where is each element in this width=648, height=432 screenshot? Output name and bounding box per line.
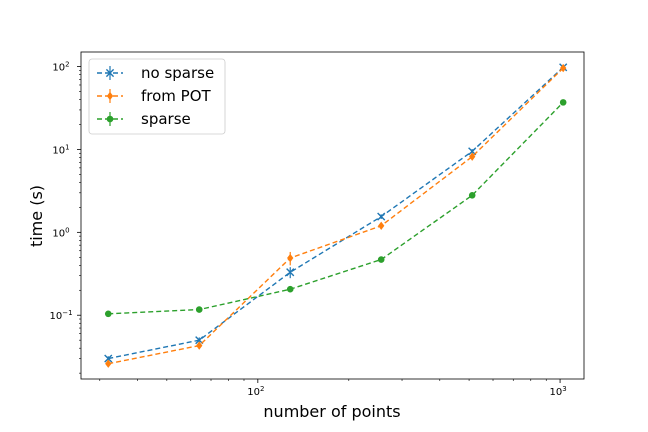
legend-label: from POT	[141, 87, 212, 105]
legend-box	[88, 58, 226, 135]
y-tick-exponent: 2	[65, 61, 69, 69]
data-point	[287, 253, 294, 263]
series-line	[108, 66, 564, 360]
data-point	[104, 354, 113, 363]
series-from-pot	[105, 63, 567, 368]
y-tick-label: 100	[52, 226, 69, 239]
y-tick-label: 101	[52, 143, 69, 156]
data-point	[286, 285, 294, 293]
data-point	[378, 221, 385, 230]
y-tick-exponent: 0	[65, 226, 69, 234]
legend: no sparse from POT sparse	[88, 58, 226, 135]
x-axis-label: number of points	[263, 402, 400, 421]
data-point	[469, 152, 476, 161]
data-point	[559, 99, 567, 106]
legend-entry: from POT	[97, 87, 212, 105]
data-point	[105, 359, 112, 368]
series-sparse	[104, 99, 567, 318]
x-tick-label: 102	[247, 385, 264, 398]
legend-label: no sparse	[141, 64, 214, 82]
x-tick-exponent: 3	[562, 385, 566, 393]
data-point	[195, 306, 203, 313]
series-line	[108, 67, 564, 365]
legend-marker	[105, 68, 115, 78]
legend-entry: sparse	[97, 110, 191, 128]
data-point	[468, 191, 476, 199]
series-line	[108, 101, 564, 315]
x-tick-exponent: 2	[260, 385, 264, 393]
data-point	[196, 341, 203, 350]
y-axis-label: time (s)	[27, 185, 46, 247]
legend-entry: no sparse	[97, 64, 214, 82]
y-tick-label: 10−1	[49, 309, 72, 322]
data-point	[286, 268, 295, 277]
y-tick-exponent: −1	[62, 309, 72, 317]
data-point	[560, 63, 567, 73]
data-point	[104, 310, 112, 318]
legend-marker	[106, 91, 114, 101]
y-tick-label: 102	[52, 61, 69, 74]
series-layer	[104, 63, 568, 368]
legend-label: sparse	[141, 110, 191, 128]
legend-marker	[106, 115, 114, 123]
y-tick-exponent: 1	[65, 143, 69, 151]
data-point	[377, 256, 385, 263]
data-point	[377, 212, 386, 221]
x-tick-label: 103	[549, 385, 566, 398]
